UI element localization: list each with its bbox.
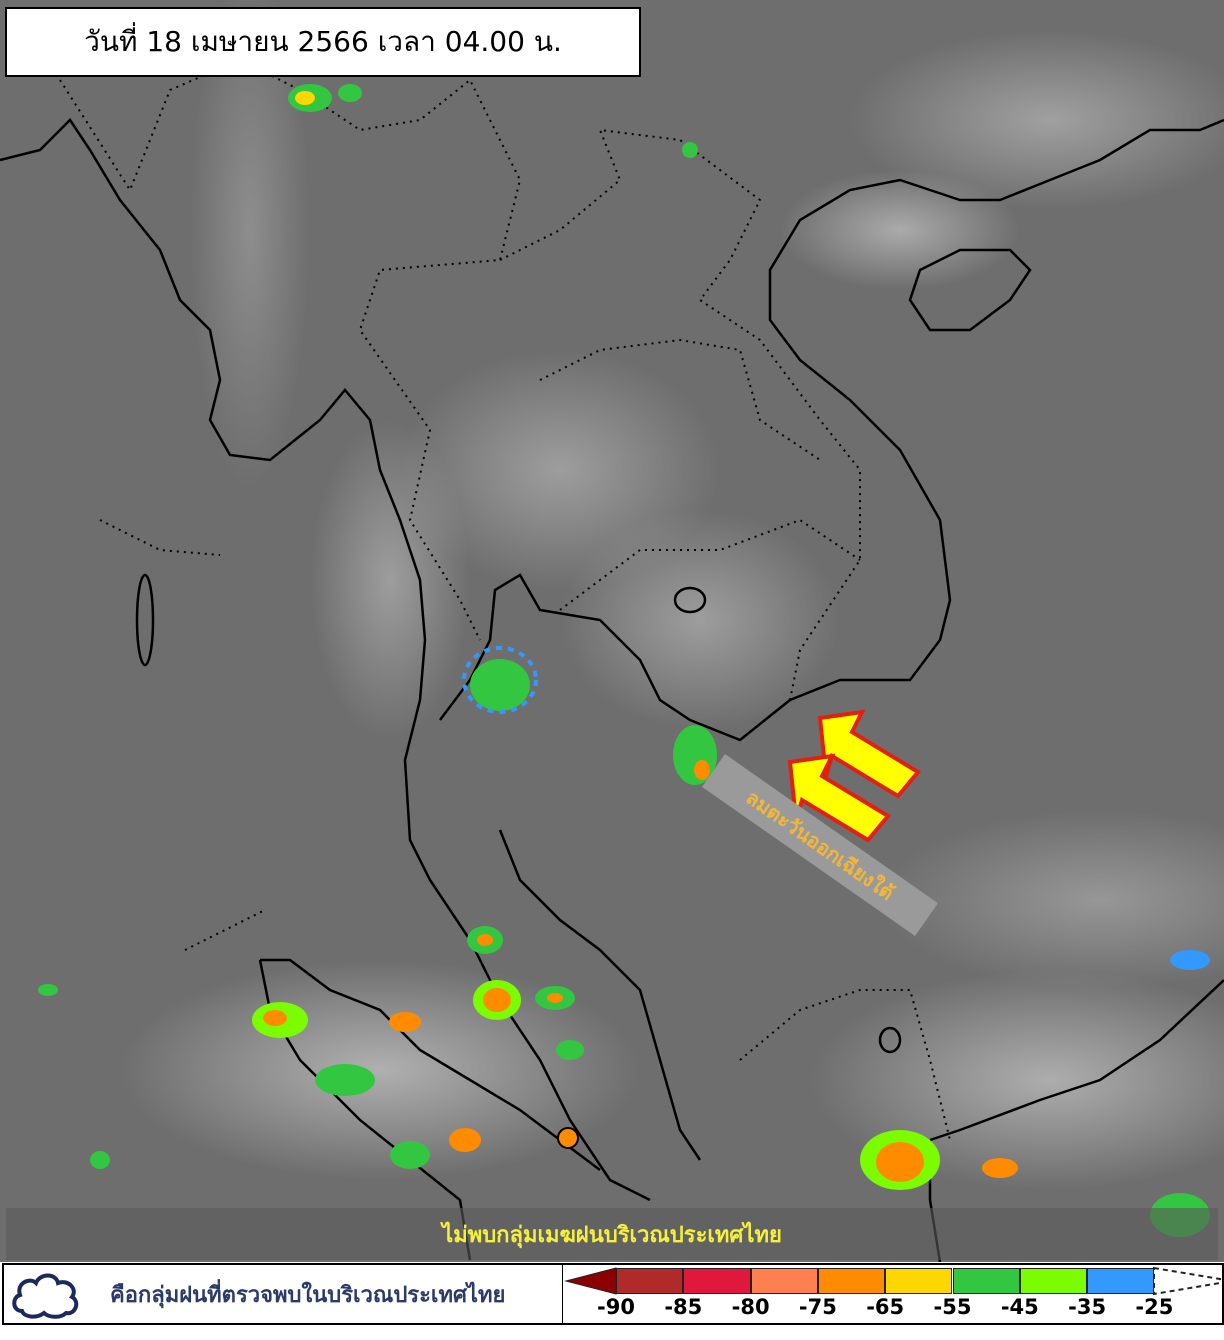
colorbar-tick-label: -80 xyxy=(731,1295,770,1319)
colorbar-segment xyxy=(952,1268,1020,1294)
colorbar-tick-label: -75 xyxy=(798,1295,837,1319)
rain-clusters xyxy=(38,84,1210,1237)
colorbar-segment xyxy=(885,1268,953,1294)
status-banner: ไม่พบกลุ่มเมฆฝนบริเวณประเทศไทย xyxy=(6,1208,1218,1260)
colorbar-tick-label: -85 xyxy=(664,1295,703,1319)
colorbar-segment xyxy=(683,1268,751,1294)
colorbar-tick-label: -45 xyxy=(1000,1295,1039,1319)
cloud-outline-icon xyxy=(12,1273,79,1319)
colorbar-tick-label: -25 xyxy=(1135,1295,1174,1319)
colorbar-tick-label: -65 xyxy=(866,1295,905,1319)
date-time-title: วันที่ 18 เมษายน 2566 เวลา 04.00 น. xyxy=(5,7,641,77)
borders xyxy=(59,58,951,1141)
legend-text: คือกลุ่มฝนที่ตรวจพบในบริเวณประเทศไทย xyxy=(110,1283,506,1308)
colorbar-segment xyxy=(1087,1268,1155,1294)
legend: คือกลุ่มฝนที่ตรวจพบในบริเวณประเทศไทย -90… xyxy=(2,1263,1224,1325)
map-overlay xyxy=(0,58,1224,1262)
colorbar-tick-label: -35 xyxy=(1068,1295,1107,1319)
colorbar-segment xyxy=(750,1268,818,1294)
colorbar-tick-label: -55 xyxy=(933,1295,972,1319)
temperature-colorbar: -90 -85 -80 -75 -65 -55 -45 -35 -25 xyxy=(564,1265,1222,1323)
colorbar-tick-label: -90 xyxy=(597,1295,635,1319)
coastlines xyxy=(0,118,1224,1262)
wind-arrows xyxy=(787,709,922,843)
wind-arrow xyxy=(817,709,922,799)
colorbar-segment xyxy=(817,1268,886,1294)
colorbar-segment xyxy=(616,1268,684,1294)
colorbar-max-triangle xyxy=(1153,1266,1221,1296)
legend-description: คือกลุ่มฝนที่ตรวจพบในบริเวณประเทศไทย xyxy=(4,1265,563,1323)
colorbar-min-triangle xyxy=(564,1267,617,1295)
colorbar-segment xyxy=(1019,1268,1088,1294)
satellite-map: ลมตะวันออกเฉียงใต้ xyxy=(0,0,1224,1262)
